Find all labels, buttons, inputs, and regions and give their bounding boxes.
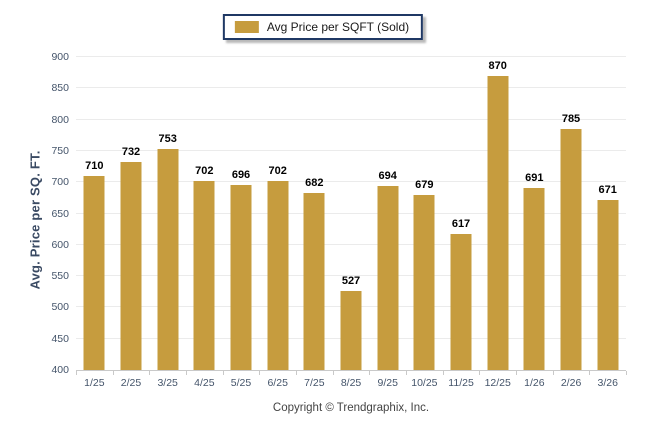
y-tick-label: 450 xyxy=(51,332,69,345)
axis-tick xyxy=(76,371,77,375)
y-tick-label: 500 xyxy=(51,301,69,314)
gridline xyxy=(76,243,626,245)
gridline xyxy=(76,275,626,277)
x-tick-label: 5/25 xyxy=(230,377,252,389)
x-tick-label: 1/25 xyxy=(84,377,105,389)
bar-value-label: 694 xyxy=(378,169,397,182)
y-tick-label: 900 xyxy=(51,51,69,63)
x-tick-label: 7/25 xyxy=(304,377,325,389)
x-tick-label: 9/25 xyxy=(377,377,398,389)
gridline xyxy=(76,118,626,120)
bar: 702 xyxy=(193,165,215,370)
bar: 785 xyxy=(560,113,582,370)
axis-tick xyxy=(369,371,371,375)
axis-tick xyxy=(589,371,591,375)
bar: 679 xyxy=(413,179,435,370)
axis-tick xyxy=(442,371,444,375)
bar: 870 xyxy=(487,60,509,370)
bar: 691 xyxy=(523,172,545,370)
bar: 696 xyxy=(230,169,252,370)
y-tick-label: 800 xyxy=(51,113,69,126)
bar-value-label: 671 xyxy=(598,184,617,197)
bar-value-label: 682 xyxy=(305,177,324,190)
axis-tick xyxy=(516,371,517,375)
axis-tick xyxy=(296,371,297,375)
y-tick-label: 550 xyxy=(51,270,69,283)
bar: 671 xyxy=(597,184,619,370)
bar: 682 xyxy=(303,177,325,370)
bar: 710 xyxy=(83,160,105,370)
bar-value-label: 696 xyxy=(231,168,251,181)
x-tick-label: 3/25 xyxy=(157,377,178,389)
y-tick-label: 750 xyxy=(51,144,69,157)
x-tick-label: 10/25 xyxy=(411,377,438,389)
x-axis-ticks xyxy=(76,370,627,375)
gridline xyxy=(76,181,626,183)
bar: 694 xyxy=(377,170,399,370)
plot-area: 710 732 753 702 696 702 682 527 694 679 617 870 691 7… xyxy=(76,56,626,371)
axis-tick xyxy=(222,371,224,375)
legend-color-swatch xyxy=(234,21,259,33)
bar: 617 xyxy=(450,218,472,370)
x-tick-label: 4/25 xyxy=(194,377,215,389)
y-tick-label: 650 xyxy=(51,207,69,220)
bar-value-label: 785 xyxy=(561,113,581,125)
x-tick-label: 8/25 xyxy=(340,377,362,389)
y-axis-labels: 400 450 500 550 600 650 700 750 800 850 900 xyxy=(0,51,69,376)
legend-label: Avg Price per SQFT (Sold) xyxy=(266,20,410,34)
bar-value-label: 702 xyxy=(268,164,287,177)
gridline xyxy=(76,87,626,89)
gridline xyxy=(76,212,626,214)
gridline xyxy=(76,149,626,151)
bar-value-label: 691 xyxy=(525,171,544,184)
y-tick-label: 600 xyxy=(51,238,69,251)
y-tick-label: 850 xyxy=(51,82,69,95)
bar-value-label: 753 xyxy=(158,133,177,146)
x-tick-label: 2/26 xyxy=(560,377,582,389)
chart-legend: Avg Price per SQFT (Sold) xyxy=(222,14,424,40)
axis-tick xyxy=(406,371,407,375)
x-tick-label: 1/26 xyxy=(524,377,545,389)
y-tick-label: 400 xyxy=(51,364,69,376)
bar: 527 xyxy=(340,275,362,370)
bar-value-label: 527 xyxy=(341,274,361,287)
bar-value-label: 679 xyxy=(415,179,434,192)
y-tick-label: 700 xyxy=(51,176,69,189)
axis-tick xyxy=(332,371,334,375)
bar: 702 xyxy=(267,165,289,370)
copyright-text: Copyright © Trendgraphix, Inc. xyxy=(272,402,430,414)
axis-tick xyxy=(149,371,151,375)
x-tick-label: 3/26 xyxy=(597,377,618,389)
axis-tick xyxy=(479,371,481,375)
x-tick-label: 6/25 xyxy=(267,377,288,389)
x-tick-label: 2/25 xyxy=(120,377,142,389)
bar-value-label: 702 xyxy=(195,164,214,177)
bar-value-label: 870 xyxy=(488,59,507,72)
axis-tick xyxy=(259,371,261,375)
x-tick-label: 11/25 xyxy=(448,377,474,389)
bar-value-label: 710 xyxy=(85,159,104,172)
x-axis-labels: 1/25 2/25 3/25 4/25 5/25 6/25 7/25 8/25 9/25 10/2… xyxy=(76,377,626,389)
axis-tick xyxy=(626,371,627,375)
x-tick-label: 12/25 xyxy=(484,377,511,389)
axis-tick xyxy=(552,371,554,375)
axis-tick xyxy=(186,371,187,375)
bar-value-label: 617 xyxy=(451,218,471,231)
axis-tick xyxy=(112,371,114,375)
bar: 753 xyxy=(157,133,179,370)
gridline xyxy=(76,56,626,57)
bar-value-label: 732 xyxy=(121,146,141,159)
bar: 732 xyxy=(120,146,142,370)
